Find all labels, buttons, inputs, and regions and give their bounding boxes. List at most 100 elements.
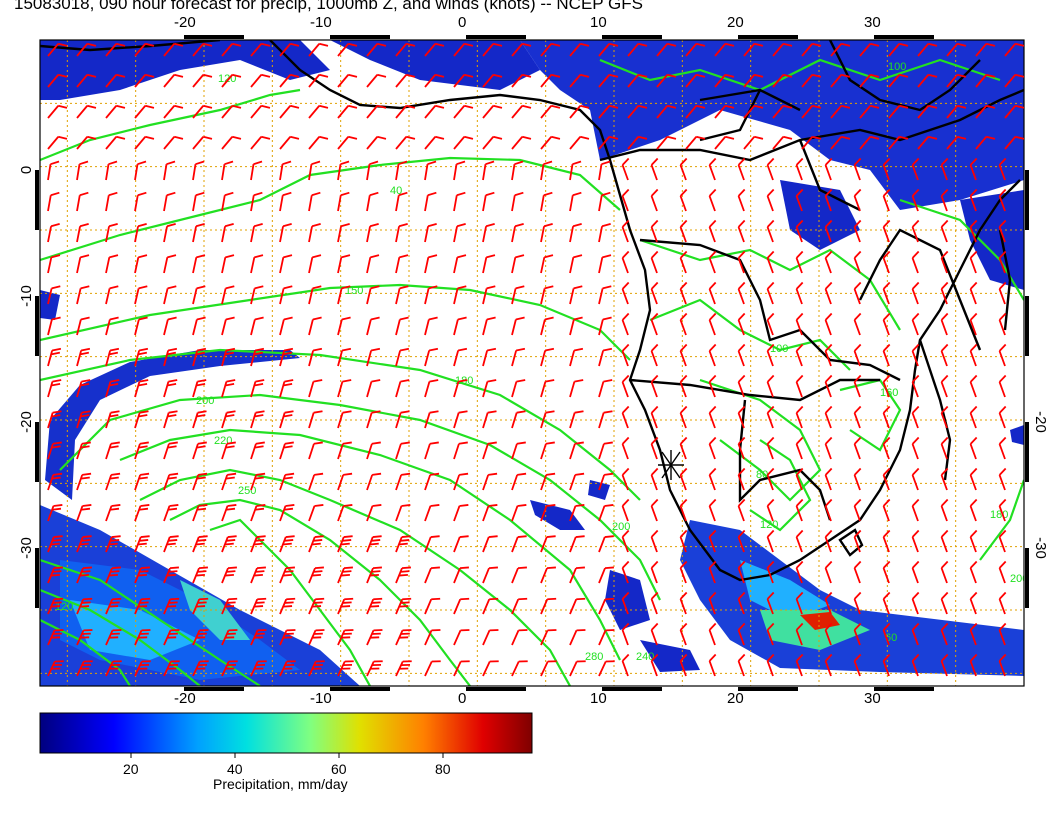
wind-barb <box>598 629 615 646</box>
wind-barb <box>511 347 526 367</box>
wind-barb <box>279 629 296 646</box>
wind-barb <box>1004 42 1024 57</box>
wind-barb <box>279 191 292 212</box>
wind-barb <box>395 73 416 88</box>
wind-barb <box>998 560 1007 584</box>
wind-barb <box>395 254 409 274</box>
wind-barb <box>192 347 207 367</box>
wind-barb <box>134 223 147 243</box>
wind-barb <box>134 254 148 274</box>
wind-barb <box>337 347 352 367</box>
wind-barb <box>679 529 688 553</box>
colorbar-ticks <box>130 753 444 758</box>
wind-barb <box>911 157 920 181</box>
wind-barb <box>482 285 496 305</box>
map-frame <box>39 39 1025 687</box>
wind-barb <box>250 535 266 553</box>
wind-barb <box>279 504 295 522</box>
wind-barb <box>598 104 619 119</box>
wind-barb <box>824 591 833 615</box>
wind-barb <box>540 629 557 646</box>
wind-barb <box>511 104 532 119</box>
wind-barb <box>969 405 978 429</box>
lon-label-bottom: -20 <box>174 690 196 707</box>
wind-barb <box>766 281 775 305</box>
wind-barb <box>540 347 555 367</box>
wind-barb <box>366 535 382 553</box>
wind-barb <box>795 157 804 181</box>
wind-barb <box>540 254 554 274</box>
contour-label: 120 <box>55 601 73 613</box>
wind-barb <box>795 219 804 243</box>
wind-barb <box>453 223 466 243</box>
wind-barb <box>366 472 382 491</box>
wind-barb <box>911 312 920 336</box>
wind-barb <box>569 597 586 615</box>
wind-barb <box>708 281 717 305</box>
wind-barb <box>795 591 804 615</box>
wind-barb <box>76 135 97 150</box>
wind-barb <box>482 535 498 553</box>
lon-label-bottom: 0 <box>458 690 466 707</box>
wind-barb <box>482 441 497 460</box>
wind-barb <box>940 312 949 336</box>
wind-barb <box>998 591 1007 615</box>
wind-barb <box>598 254 612 274</box>
wind-barb <box>511 410 526 429</box>
wind-barb <box>453 597 470 615</box>
wind-barb <box>250 191 263 212</box>
wind-barb <box>650 312 659 336</box>
wind-barb <box>824 219 833 243</box>
wind-barb <box>708 467 717 491</box>
wind-barb <box>946 42 967 57</box>
wind-barb <box>366 379 381 398</box>
wind-barb <box>221 285 235 305</box>
wind-barb <box>598 285 612 305</box>
wind-barb <box>998 467 1007 491</box>
wind-barb <box>337 379 352 398</box>
wind-barb <box>650 250 659 274</box>
wind-barb <box>192 160 205 181</box>
wind-barb <box>134 316 148 336</box>
wind-barb <box>766 250 775 274</box>
wind-barb <box>482 566 498 584</box>
wind-barb <box>482 254 496 274</box>
wind-barb <box>308 441 323 460</box>
wind-barb <box>453 42 474 57</box>
wind-barb <box>940 343 949 367</box>
wind-barb <box>853 374 862 398</box>
wind-barb <box>540 316 554 336</box>
wind-barb <box>134 597 151 615</box>
wind-barb <box>830 135 851 150</box>
wind-barb <box>250 285 264 305</box>
wind-barb <box>192 191 205 212</box>
wind-barb <box>76 223 89 243</box>
wind-barb <box>105 629 122 646</box>
wind-barb <box>511 42 532 57</box>
wind-barb <box>940 622 949 646</box>
wind-barb <box>134 379 149 398</box>
wind-barb <box>853 219 862 243</box>
wind-barb <box>853 653 862 677</box>
wind-barb <box>221 223 234 243</box>
wind-barb <box>940 281 949 305</box>
wind-barb <box>656 135 677 150</box>
wind-barb <box>47 42 68 57</box>
lon-labels: -20 -10 0 10 20 30 -20 -10 0 10 20 30 <box>174 14 881 707</box>
wind-barb <box>250 629 267 646</box>
wind-barb <box>969 219 978 243</box>
coastlines <box>40 40 1024 582</box>
wind-barb <box>279 73 300 88</box>
wind-barb <box>685 104 706 119</box>
wind-barb <box>424 73 445 88</box>
wind-barb <box>998 374 1007 398</box>
wind-barb <box>975 42 996 57</box>
wind-barb <box>279 379 294 398</box>
wind-barb <box>569 660 586 677</box>
wind-barb <box>969 591 978 615</box>
wind-barb <box>801 73 822 88</box>
wind-barb <box>766 622 775 646</box>
wind-barb <box>250 441 265 460</box>
wind-barb <box>134 660 151 677</box>
wind-barb <box>969 498 978 522</box>
